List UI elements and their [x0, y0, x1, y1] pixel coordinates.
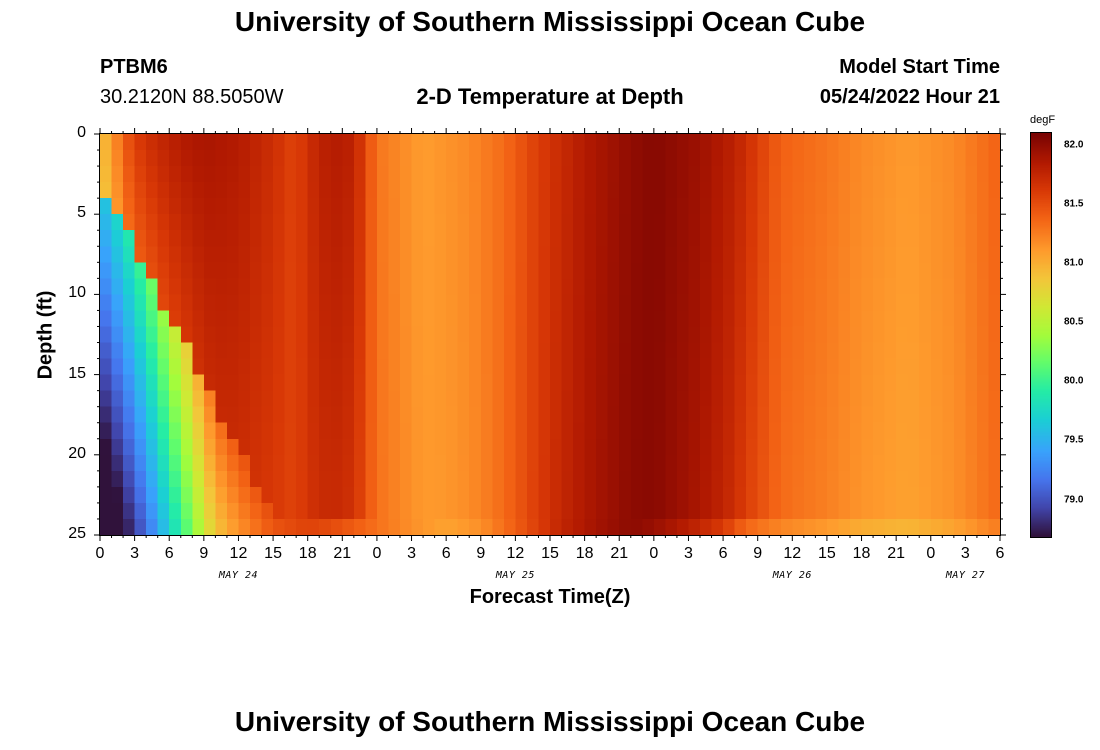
model-start-value: 05/24/2022 Hour 21 — [819, 86, 1000, 108]
y-tick-label: 5 — [77, 204, 86, 222]
x-tick-label: 0 — [95, 545, 105, 562]
x-tick-label: 0 — [926, 545, 936, 562]
x-tick-label: 21 — [333, 545, 352, 562]
day-label: MAY 25 — [495, 570, 535, 581]
x-tick-label: 0 — [372, 545, 382, 562]
x-tick-label: 3 — [684, 545, 693, 562]
x-tick-label: 18 — [852, 545, 871, 562]
page-title: University of Southern Mississippi Ocean… — [234, 6, 866, 37]
station-coordinates: 30.2120N 88.5050W — [100, 86, 284, 108]
x-tick-label: 9 — [199, 545, 209, 562]
colorbar — [1030, 132, 1052, 538]
temperature-heatmap — [100, 134, 1000, 535]
y-tick-label: 10 — [68, 284, 86, 302]
x-tick-label: 9 — [753, 545, 763, 562]
x-axis-label: Forecast Time(Z) — [469, 586, 631, 608]
x-tick-label: 12 — [506, 545, 525, 562]
y-tick-label: 15 — [68, 364, 86, 382]
x-tick-label: 9 — [476, 545, 486, 562]
footer-title: University of Southern Mississippi Ocean… — [234, 706, 866, 737]
colorbar-unit: degF — [1030, 114, 1056, 126]
heatmap-canvas — [100, 134, 1000, 535]
colorbar-gradient — [1031, 133, 1051, 537]
x-tick-label: 12 — [229, 545, 248, 562]
x-tick-label: 6 — [441, 545, 451, 562]
x-tick-label: 18 — [575, 545, 594, 562]
colorbar-tick-label: 81.0 — [1064, 257, 1084, 269]
x-tick-label: 6 — [995, 545, 1005, 562]
chart-subtitle: 2-D Temperature at Depth — [416, 84, 684, 109]
x-tick-label: 15 — [541, 545, 559, 562]
x-tick-label: 12 — [783, 545, 802, 562]
x-tick-label: 3 — [130, 545, 140, 562]
colorbar-tick-label: 80.0 — [1064, 375, 1084, 387]
colorbar-tick-label: 80.5 — [1064, 316, 1084, 328]
colorbar-tick-label: 82.0 — [1064, 139, 1084, 151]
day-label: MAY 26 — [772, 570, 812, 581]
x-tick-label: 0 — [649, 545, 659, 562]
x-tick-label: 15 — [818, 545, 836, 562]
model-start-label: Model Start Time — [839, 56, 1000, 78]
colorbar-tick-label: 79.0 — [1064, 494, 1084, 506]
x-tick-label: 21 — [887, 545, 906, 562]
x-tick-label: 6 — [164, 545, 174, 562]
y-tick-label: 20 — [68, 444, 86, 462]
y-tick-label: 0 — [77, 124, 86, 141]
colorbar-tick-label: 79.5 — [1064, 434, 1084, 446]
x-tick-label: 21 — [610, 545, 629, 562]
y-axis-label: Depth (ft) — [34, 290, 57, 380]
day-label: MAY 27 — [945, 570, 985, 581]
x-tick-label: 3 — [407, 545, 416, 562]
x-tick-label: 6 — [718, 545, 728, 562]
station-id: PTBM6 — [100, 56, 168, 78]
x-tick-label: 15 — [264, 545, 282, 562]
x-tick-label: 18 — [298, 545, 317, 562]
x-tick-label: 3 — [960, 545, 970, 562]
day-label: MAY 24 — [218, 570, 259, 581]
y-tick-label: 25 — [68, 525, 86, 542]
colorbar-tick-label: 81.5 — [1064, 198, 1084, 210]
